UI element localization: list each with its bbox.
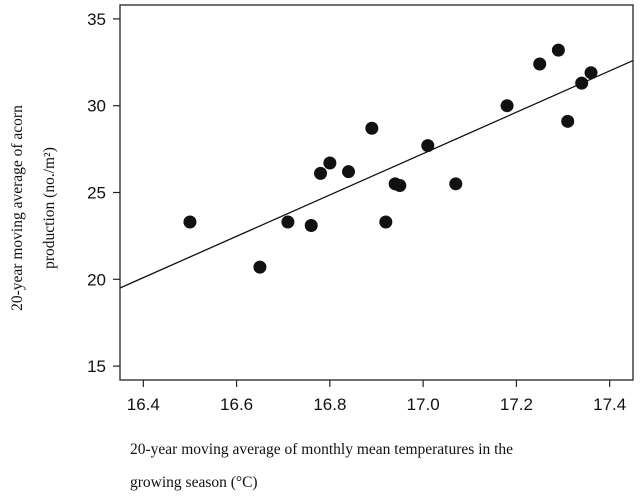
data-point [551, 43, 565, 57]
data-point [304, 218, 318, 232]
data-point [575, 76, 589, 90]
data-point [393, 179, 407, 193]
plot-frame [119, 4, 634, 381]
data-point [365, 121, 379, 135]
data-point [314, 166, 328, 180]
x-tick-label: 16.6 [220, 395, 253, 414]
data-point [253, 260, 267, 274]
data-point [421, 139, 435, 153]
y-axis: 15 20 25 30 35 [87, 10, 120, 376]
y-axis-title-line-1: 20-year moving average of acorn [9, 105, 26, 311]
x-tick-label: 17.2 [500, 395, 533, 414]
x-tick-label: 17.0 [407, 395, 440, 414]
data-points [183, 43, 598, 274]
data-point [533, 57, 547, 71]
y-axis-title-line-2: production (no./m²) [41, 147, 58, 269]
y-tick-label: 30 [87, 97, 106, 116]
data-point [183, 215, 197, 229]
data-point [342, 165, 356, 179]
x-axis: 16.4 16.6 16.8 17.0 17.2 17.4 [127, 380, 626, 414]
x-tick-label: 17.4 [593, 395, 626, 414]
y-tick-label: 15 [87, 357, 106, 376]
y-tick-label: 25 [87, 184, 106, 203]
y-tick-label: 35 [87, 10, 106, 29]
data-point [323, 156, 337, 170]
data-point [379, 215, 393, 229]
data-point [281, 215, 295, 229]
data-point [561, 114, 575, 128]
data-point [449, 177, 463, 191]
y-tick-label: 20 [87, 270, 106, 289]
x-tick-label: 16.4 [127, 395, 160, 414]
regression-line [119, 59, 634, 289]
x-axis-title-line-2: growing season (°C) [130, 474, 258, 491]
x-axis-title-line-1: 20-year moving average of monthly mean t… [130, 441, 514, 458]
data-point [584, 66, 598, 80]
data-point [500, 99, 514, 113]
x-tick-label: 16.8 [313, 395, 346, 414]
